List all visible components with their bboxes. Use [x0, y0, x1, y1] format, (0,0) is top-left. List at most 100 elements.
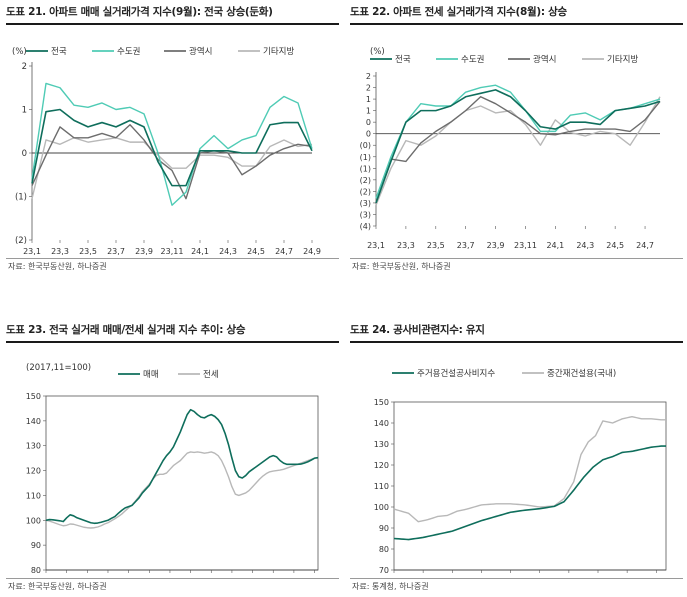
x-tick-label: 21,1 — [560, 575, 578, 576]
series-line-3 — [375, 96, 661, 204]
x-tick-label: 21,7 — [182, 575, 200, 576]
series-line-1 — [45, 408, 319, 525]
x-tick-label: 18,1 — [37, 575, 55, 576]
plot-frame — [393, 401, 667, 571]
y-tick-label: 140 — [374, 419, 389, 428]
source-rule-21 — [6, 258, 339, 259]
legend-label-4: 기타지방 — [607, 54, 638, 65]
title-rule-21 — [6, 23, 339, 25]
x-tick-label: 18,1 — [473, 575, 491, 576]
x-tick-label: 23,7 — [107, 247, 125, 256]
unit-label: (%) — [12, 47, 27, 57]
x-tick-label: 22,1 — [202, 575, 220, 576]
chart-title-24: 도표 24. 공사비관련지수: 유지 — [350, 324, 485, 336]
chart-title-21: 도표 21. 아파트 매매 실거래가격 지수(9월): 전국 상승(둔화) — [6, 6, 273, 18]
y-tick-label: (2) — [360, 176, 371, 185]
x-tick-label: 23,5 — [79, 247, 97, 256]
x-tick-label: 24,7 — [306, 575, 324, 576]
series-line-1 — [31, 108, 313, 187]
x-tick-label: 23,7 — [264, 575, 282, 576]
x-tick-label: 24,1 — [191, 247, 209, 256]
title-rule-24 — [350, 341, 683, 343]
y-tick-label: (3) — [360, 210, 371, 219]
x-tick-label: 18,7 — [58, 575, 76, 576]
x-tick-label: 24,3 — [576, 241, 594, 250]
x-tick-label: 23,11 — [161, 247, 184, 256]
y-tick-label: 150 — [374, 398, 389, 407]
y-tick-label: 130 — [26, 442, 41, 451]
y-tick-label: 80 — [379, 545, 389, 554]
source-note-23: 자료: 한국부동산원, 하나증권 — [8, 582, 107, 591]
y-tick-label: 0 — [366, 130, 371, 139]
x-tick-label: 23,1 — [618, 575, 636, 576]
y-tick-label: (0) — [360, 141, 371, 150]
series-line-2 — [375, 84, 661, 199]
chart-panel-23: 도표 23. 전국 실거래 매매/전세 실거래 지수 추이: 상승 150 140… — [6, 322, 339, 594]
x-tick-label: 24,5 — [606, 241, 624, 250]
y-tick-label: 1 — [22, 106, 27, 116]
unit-label: (%) — [370, 47, 385, 57]
y-tick-label: (2) — [15, 236, 27, 246]
line-chart-24: 150 140 130 120 110 100 90 80 7015,1 16,1 17,1 18,1… — [374, 368, 667, 576]
x-tick-label: 24,3 — [219, 247, 237, 256]
x-tick-label: 22,1 — [589, 575, 607, 576]
legend-label-1: 전국 — [51, 46, 67, 57]
x-tick-label: 19,1 — [78, 575, 96, 576]
y-tick-label: (2) — [360, 187, 371, 196]
series-line-4 — [31, 137, 313, 199]
x-tick-label: 20,7 — [140, 575, 158, 576]
source-note-22: 자료: 한국부동산원, 하나증권 — [352, 262, 451, 271]
line-chart-23: 150140130120110100908018,118,719,119,720… — [26, 363, 324, 576]
y-tick-label: 130 — [374, 440, 389, 449]
x-tick-label: 23,7 — [457, 241, 475, 250]
series-line-2 — [45, 451, 319, 529]
plot-frame — [45, 395, 319, 571]
legend-label-3: 광역시 — [189, 46, 212, 57]
y-tick-label: 90 — [31, 541, 41, 550]
y-tick-label: 1 — [366, 95, 371, 104]
x-tick-label: 23,9 — [487, 241, 505, 250]
x-tick-label: 19,1 — [502, 575, 520, 576]
y-tick-label: 70 — [379, 566, 389, 575]
y-tick-label: 0 — [22, 149, 27, 159]
source-note-21: 자료: 한국부동산원, 하나증권 — [8, 262, 107, 271]
source-rule-23 — [6, 578, 339, 579]
x-tick-label: 23,3 — [397, 241, 415, 250]
series-line-2 — [393, 415, 666, 523]
legend-label-1: 주거용건설공사비지수 — [417, 368, 495, 379]
legend-label-2: 중간재건설용(국내) — [547, 368, 616, 379]
legend-label-3: 광역시 — [533, 54, 556, 65]
source-rule-24 — [350, 578, 683, 579]
y-tick-label: 120 — [26, 467, 41, 476]
line-chart-22: 2 2 1 1 0 0 (0) (1) (1) (2) (2) (3) (3) (4) 23,1 23,3 23… — [360, 47, 661, 250]
series-line-1 — [393, 445, 666, 541]
chart-panel-21: 도표 21. 아파트 매매 실거래가격 지수(9월): 전국 상승(둔화) 2 1… — [6, 4, 339, 274]
chart-title-23: 도표 23. 전국 실거래 매매/전세 실거래 지수 추이: 상승 — [6, 324, 246, 336]
y-tick-label: 110 — [374, 482, 389, 491]
y-tick-label: 2 — [366, 84, 371, 93]
x-tick-label: 22,7 — [223, 575, 241, 576]
x-tick-label: 23,11 — [514, 241, 537, 250]
y-tick-label: 100 — [374, 503, 389, 512]
title-rule-22 — [350, 23, 683, 25]
legend-label-1: 전국 — [395, 54, 411, 65]
x-tick-label: 24,7 — [275, 247, 293, 256]
source-rule-22 — [350, 258, 683, 259]
title-rule-23 — [6, 341, 339, 343]
y-tick-label: 1 — [366, 107, 371, 116]
legend-label-4: 기타지방 — [263, 46, 294, 57]
y-tick-label: 100 — [26, 516, 41, 525]
source-note-24: 자료: 통계청, 하나증권 — [352, 582, 429, 591]
x-tick-label: 24,1 — [546, 241, 564, 250]
y-tick-label: (3) — [360, 199, 371, 208]
x-tick-label: 15,1 — [385, 575, 403, 576]
x-tick-label: 24,7 — [636, 241, 654, 250]
unit-label: (2017,11=100) — [26, 363, 91, 373]
y-tick-label: (1) — [360, 153, 371, 162]
x-tick-label: 20,1 — [120, 575, 138, 576]
y-tick-label: 0 — [366, 118, 371, 127]
x-tick-label: 24,5 — [247, 247, 265, 256]
y-tick-label: 90 — [379, 524, 389, 533]
x-tick-label: 16,1 — [414, 575, 432, 576]
legend-label-1: 매매 — [143, 370, 159, 380]
